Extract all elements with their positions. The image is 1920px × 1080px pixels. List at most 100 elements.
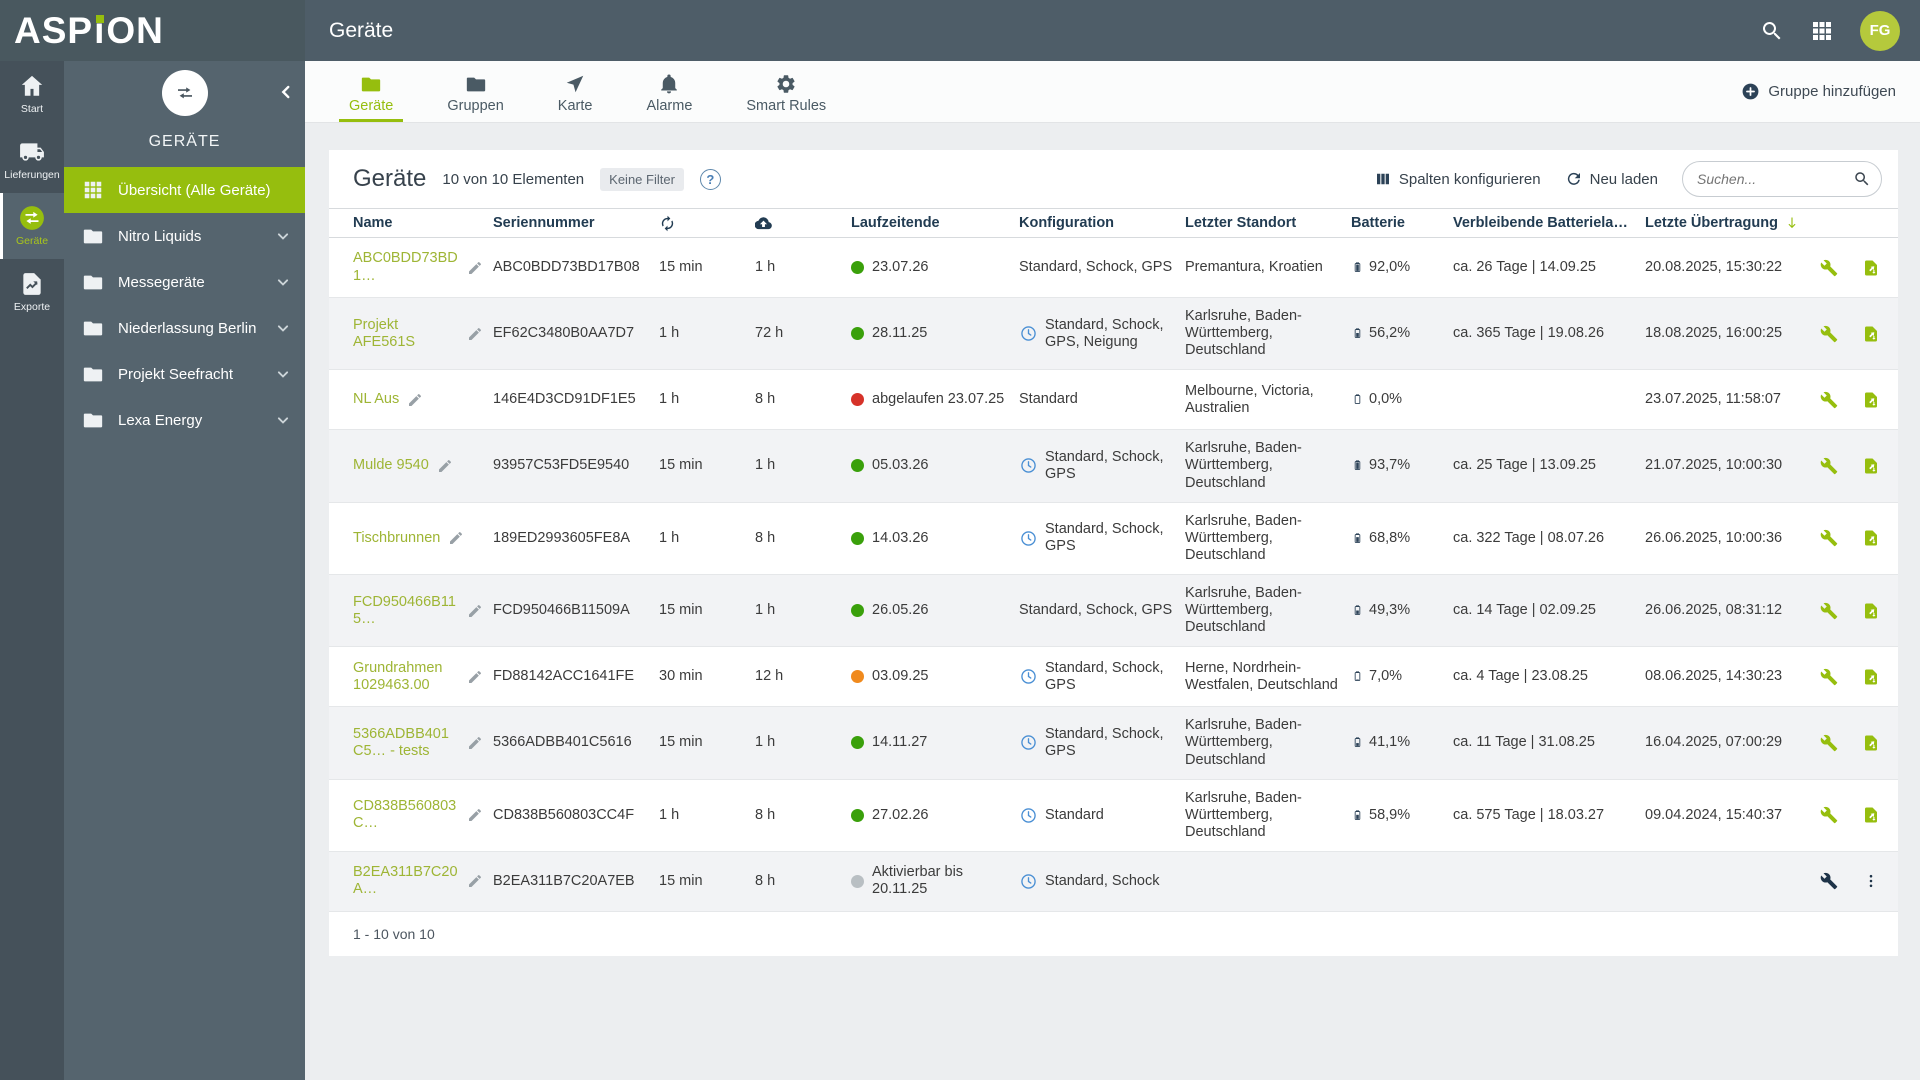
- folder-icon: [82, 271, 104, 293]
- device-name-link[interactable]: Projekt AFE561S: [353, 316, 416, 350]
- name-cell: FCD950466B115…: [353, 584, 493, 638]
- device-name-link[interactable]: B2EA311B7C20A…: [353, 864, 458, 898]
- wrench-icon[interactable]: [1820, 325, 1838, 343]
- edit-pencil-icon[interactable]: [467, 873, 483, 889]
- column-header-verbleibende-batteriela-[interactable]: Verbleibende Batteriela…: [1453, 215, 1628, 231]
- wrench-icon[interactable]: [1820, 391, 1838, 409]
- chevron-down-icon[interactable]: [273, 272, 293, 292]
- reload-button[interactable]: Neu laden: [1565, 170, 1658, 188]
- tab-geraete[interactable]: Geräte: [339, 61, 404, 122]
- swap-view-button[interactable]: [161, 70, 208, 116]
- logo-part-b: ON: [106, 9, 164, 51]
- aspion-logo: ASP ı ON: [14, 10, 164, 52]
- sidebar-item-label: Nitro Liquids: [118, 227, 202, 245]
- remaining-battery-cell: ca. 14 Tage | 02.09.25: [1453, 602, 1596, 619]
- sidebar-group-niederlassung-berlin[interactable]: Niederlassung Berlin: [64, 305, 305, 351]
- column-header-konfiguration[interactable]: Konfiguration: [1019, 215, 1115, 231]
- rail-item-start[interactable]: Start: [0, 61, 64, 127]
- file-export-icon[interactable]: [1862, 457, 1880, 475]
- device-name-link[interactable]: CD838B560803C…: [353, 798, 457, 832]
- column-header-letzter-standort[interactable]: Letzter Standort: [1185, 215, 1297, 231]
- file-export-icon[interactable]: [1862, 734, 1880, 752]
- file-export-icon[interactable]: [1862, 806, 1880, 824]
- wrench-icon[interactable]: [1820, 602, 1838, 620]
- wrench-icon[interactable]: [1820, 668, 1838, 686]
- wrench-icon[interactable]: [1820, 806, 1838, 824]
- device-name-link[interactable]: Mulde 9540: [353, 457, 429, 474]
- sidebar-group-projekt-seefracht[interactable]: Projekt Seefracht: [64, 351, 305, 397]
- status-dot-green: [851, 459, 864, 473]
- chevron-down-icon[interactable]: [273, 226, 293, 246]
- edit-pencil-icon[interactable]: [467, 603, 483, 619]
- name-cell: ABC0BDD73BD1…: [353, 240, 493, 294]
- device-name-link[interactable]: NL Aus: [353, 391, 400, 408]
- wrench-icon[interactable]: [1820, 259, 1838, 277]
- add-group-button[interactable]: Gruppe hinzufügen: [1741, 61, 1896, 122]
- sidebar-group-lexa-energy[interactable]: Lexa Energy: [64, 397, 305, 443]
- filter-chip[interactable]: Keine Filter: [600, 167, 684, 191]
- location-cell: Karlsruhe, Baden-Württemberg, Deutschlan…: [1185, 789, 1302, 840]
- edit-pencil-icon[interactable]: [467, 807, 483, 823]
- edit-pencil-icon[interactable]: [467, 260, 483, 276]
- sidebar-group-messeger-te[interactable]: Messegeräte: [64, 259, 305, 305]
- upload-interval-column[interactable]: [755, 211, 851, 236]
- file-export-icon[interactable]: [1862, 602, 1880, 620]
- collapse-sidebar-icon[interactable]: [275, 81, 297, 103]
- tab-alarme[interactable]: Alarme: [636, 61, 702, 122]
- tab-gruppen[interactable]: Gruppen: [437, 61, 513, 122]
- rail-item-exporte[interactable]: Exporte: [0, 259, 64, 325]
- file-export-icon[interactable]: [1862, 391, 1880, 409]
- rail-item-label: Lieferungen: [4, 169, 60, 181]
- edit-pencil-icon[interactable]: [407, 392, 423, 408]
- sync-interval-column[interactable]: [659, 211, 755, 236]
- wrench-icon[interactable]: [1820, 734, 1838, 752]
- sidebar-group-nitro-liquids[interactable]: Nitro Liquids: [64, 213, 305, 259]
- edit-pencil-icon[interactable]: [467, 669, 483, 685]
- file-export-icon[interactable]: [1862, 259, 1880, 277]
- kebab-icon[interactable]: [1862, 872, 1880, 890]
- search-input[interactable]: [1697, 171, 1853, 187]
- wrench-icon[interactable]: [1820, 457, 1838, 475]
- serial-cell: CD838B560803CC4F: [493, 806, 635, 823]
- column-header-letzte-übertragung[interactable]: Letzte Übertragung: [1645, 211, 1817, 235]
- sidebar-item-label: Lexa Energy: [118, 411, 203, 429]
- search-icon[interactable]: [1760, 19, 1784, 43]
- help-icon[interactable]: ?: [699, 168, 721, 190]
- column-header-seriennummer[interactable]: Seriennummer: [493, 215, 595, 231]
- avatar[interactable]: FG: [1860, 10, 1900, 51]
- file-export-icon[interactable]: [1862, 529, 1880, 547]
- sidebar-items: Übersicht (Alle Geräte) Nitro Liquids Me…: [64, 167, 305, 443]
- column-header-name[interactable]: Name: [353, 215, 393, 231]
- apps-grid-icon[interactable]: [1810, 19, 1834, 43]
- chevron-down-icon[interactable]: [273, 318, 293, 338]
- column-header-batterie[interactable]: Batterie: [1351, 215, 1405, 231]
- device-name-link[interactable]: Grundrahmen 1029463.00: [353, 659, 443, 693]
- column-header-laufzeitende[interactable]: Laufzeitende: [851, 215, 940, 231]
- device-name-link[interactable]: FCD950466B115…: [353, 593, 456, 627]
- tabs-bar: Geräte Gruppen Karte Alarme Smart Rules …: [305, 61, 1920, 123]
- device-name-link[interactable]: 5366ADBB401C5… - tests: [353, 725, 449, 759]
- chevron-down-icon[interactable]: [273, 364, 293, 384]
- folder-icon: [82, 409, 104, 431]
- edit-pencil-icon[interactable]: [437, 458, 453, 474]
- edit-pencil-icon[interactable]: [448, 530, 464, 546]
- wrench-icon[interactable]: [1820, 529, 1838, 547]
- sidebar-item-overview[interactable]: Übersicht (Alle Geräte): [64, 167, 305, 213]
- status-dot-red: [851, 393, 864, 407]
- tab-karte[interactable]: Karte: [548, 61, 603, 122]
- devices-table: Name Seriennummer Laufzeitende Konfigura…: [329, 208, 1898, 912]
- file-export-icon[interactable]: [1862, 668, 1880, 686]
- device-name-link[interactable]: ABC0BDD73BD1…: [353, 250, 458, 284]
- search-icon[interactable]: [1853, 170, 1871, 188]
- configure-columns-button[interactable]: Spalten konfigurieren: [1374, 170, 1541, 188]
- file-export-icon[interactable]: [1862, 325, 1880, 343]
- device-name-link[interactable]: Tischbrunnen: [353, 529, 441, 546]
- tab-smart-rules[interactable]: Smart Rules: [736, 61, 836, 122]
- sort-descending-icon[interactable]: [1784, 215, 1800, 231]
- edit-pencil-icon[interactable]: [467, 735, 483, 751]
- edit-pencil-icon[interactable]: [467, 326, 483, 342]
- wrench-icon[interactable]: [1820, 872, 1838, 890]
- rail-item-lieferungen[interactable]: Lieferungen: [0, 127, 64, 193]
- chevron-down-icon[interactable]: [273, 410, 293, 430]
- rail-item-geraete[interactable]: Geräte: [0, 193, 64, 259]
